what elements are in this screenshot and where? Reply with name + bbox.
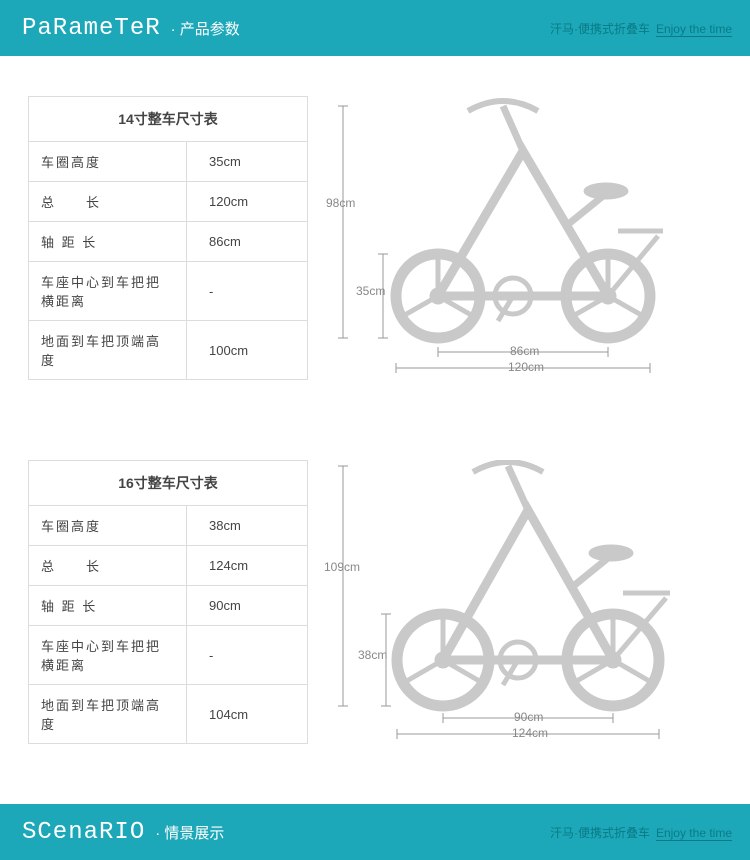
table-row: 车圈高度35cm — [29, 142, 308, 182]
banner-left: PaRameTeR · 产品参数 — [22, 15, 240, 42]
spec-label: 车圈高度 — [29, 142, 187, 182]
table-row: 车座中心到车把把横距离- — [29, 626, 308, 685]
brand-text: 汗马·便携式折叠车 — [550, 824, 650, 841]
scenario-banner: SCenaRIO · 情景展示 汗马·便携式折叠车 Enjoy the time — [0, 804, 750, 860]
table-row: 地面到车把顶端高度100cm — [29, 321, 308, 380]
spec-label: 车座中心到车把把横距离 — [29, 262, 187, 321]
parameter-banner: PaRameTeR · 产品参数 汗马·便携式折叠车 Enjoy the tim… — [0, 0, 750, 56]
banner-right: 汗马·便携式折叠车 Enjoy the time — [550, 824, 732, 841]
spec-value: - — [187, 626, 308, 685]
dim-wheelbase: 90cm — [514, 710, 543, 724]
spec-value: - — [187, 262, 308, 321]
spec-row-14: 14寸整车尺寸表 车圈高度35cm 总 长120cm 轴 距 长86cm 车座中… — [28, 96, 722, 380]
spec-label: 轴 距 长 — [29, 222, 187, 262]
spec-value: 86cm — [187, 222, 308, 262]
table-row: 地面到车把顶端高度104cm — [29, 685, 308, 744]
bike-svg — [328, 460, 688, 740]
table-header: 16寸整车尺寸表 — [29, 461, 308, 506]
dim-wheel: 38cm — [358, 648, 387, 662]
table-row: 总 长120cm — [29, 182, 308, 222]
banner-title: SCenaRIO — [22, 819, 145, 846]
spec-value: 120cm — [187, 182, 308, 222]
spec-label: 地面到车把顶端高度 — [29, 321, 187, 380]
table-row: 轴 距 长86cm — [29, 222, 308, 262]
content-area: 14寸整车尺寸表 车圈高度35cm 总 长120cm 轴 距 长86cm 车座中… — [0, 56, 750, 804]
dim-wheelbase: 86cm — [510, 344, 539, 358]
bike-svg — [328, 96, 688, 376]
dim-height: 98cm — [326, 196, 355, 210]
table-row: 车圈高度38cm — [29, 506, 308, 546]
table-row: 轴 距 长90cm — [29, 586, 308, 626]
banner-title: PaRameTeR — [22, 15, 161, 42]
bike-diagram-16: 109cm 38cm 90cm 124cm — [328, 460, 688, 740]
spec-label: 地面到车把顶端高度 — [29, 685, 187, 744]
spec-value: 124cm — [187, 546, 308, 586]
bike-diagram-14: 98cm 35cm 86cm 120cm — [328, 96, 688, 376]
spec-label: 车圈高度 — [29, 506, 187, 546]
spec-label: 总 长 — [29, 546, 187, 586]
dim-length: 124cm — [512, 726, 548, 740]
banner-subtitle: · 情景展示 — [155, 822, 224, 843]
spec-value: 90cm — [187, 586, 308, 626]
spec-row-16: 16寸整车尺寸表 车圈高度38cm 总 长124cm 轴 距 长90cm 车座中… — [28, 460, 722, 744]
enjoy-text: Enjoy the time — [656, 22, 732, 37]
spec-table-16: 16寸整车尺寸表 车圈高度38cm 总 长124cm 轴 距 长90cm 车座中… — [28, 460, 308, 744]
dim-wheel: 35cm — [356, 284, 385, 298]
spec-table-14: 14寸整车尺寸表 车圈高度35cm 总 长120cm 轴 距 长86cm 车座中… — [28, 96, 308, 380]
banner-left: SCenaRIO · 情景展示 — [22, 819, 224, 846]
table-row: 总 长124cm — [29, 546, 308, 586]
spec-value: 35cm — [187, 142, 308, 182]
dim-length: 120cm — [508, 360, 544, 374]
banner-subtitle: · 产品参数 — [171, 18, 240, 39]
spec-value: 38cm — [187, 506, 308, 546]
table-row: 车座中心到车把把横距离- — [29, 262, 308, 321]
enjoy-text: Enjoy the time — [656, 826, 732, 841]
brand-text: 汗马·便携式折叠车 — [550, 20, 650, 37]
dim-height: 109cm — [324, 560, 360, 574]
table-header: 14寸整车尺寸表 — [29, 97, 308, 142]
spec-label: 车座中心到车把把横距离 — [29, 626, 187, 685]
spec-label: 总 长 — [29, 182, 187, 222]
spec-label: 轴 距 长 — [29, 586, 187, 626]
spec-value: 100cm — [187, 321, 308, 380]
banner-right: 汗马·便携式折叠车 Enjoy the time — [550, 20, 732, 37]
spec-value: 104cm — [187, 685, 308, 744]
